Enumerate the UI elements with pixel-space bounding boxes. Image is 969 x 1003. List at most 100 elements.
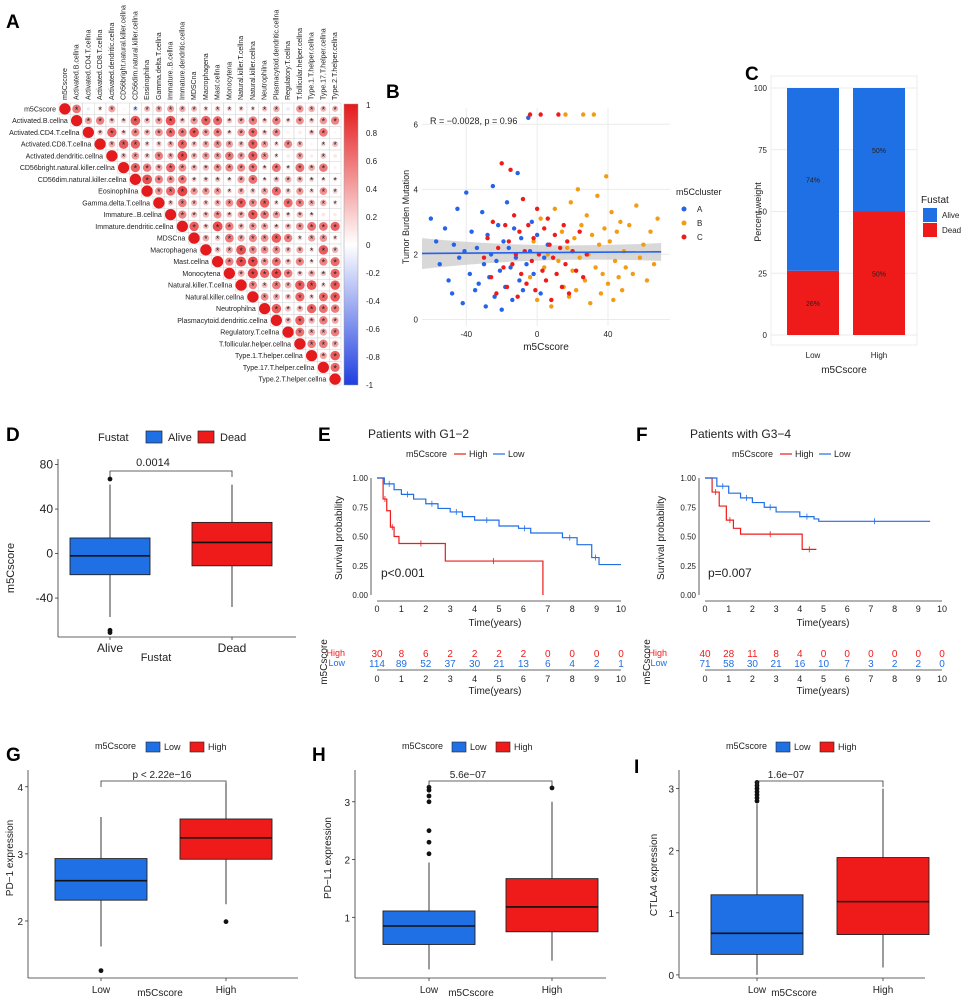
heatmap-circle [191, 176, 197, 183]
km-xtick: 8 [570, 604, 575, 614]
risk-xtick: 2 [423, 674, 428, 684]
heatmap-circle [284, 140, 293, 149]
heatmap-star: * [310, 316, 314, 326]
heatmap-circle [296, 270, 303, 277]
heatmap-star: * [204, 117, 208, 127]
scatter-point [501, 265, 506, 270]
d-xlabel: Fustat [141, 652, 172, 664]
g-legend-high-swatch [189, 741, 205, 753]
risk-xtick: 10 [616, 674, 626, 684]
heatmap-star: * [286, 199, 290, 209]
heatmap-star: * [228, 164, 232, 174]
heatmap-circle [189, 127, 199, 138]
scatter-point [627, 222, 632, 228]
scatter-point [472, 288, 478, 293]
h-legend-low-swatch [451, 741, 467, 753]
scatter-point [497, 268, 503, 273]
scatter-point [504, 200, 510, 205]
d-legend-alive: Alive [168, 432, 192, 444]
heatmap-circle [272, 128, 281, 137]
heatmap-circle [260, 245, 269, 254]
scatter-point [531, 235, 536, 241]
heatmap-star: * [322, 128, 326, 138]
heatmap-star: * [216, 175, 220, 185]
heatmap-circle [202, 223, 209, 230]
heatmap-star: * [286, 117, 290, 127]
risk-high-count: 0 [939, 649, 945, 660]
heatmap-star: * [333, 140, 337, 150]
heatmap-circle [247, 291, 259, 303]
e-title: Patients with G1−2 [368, 427, 469, 441]
heatmap-star: * [228, 246, 232, 256]
g-legend-title: m5Cscore [95, 741, 136, 751]
e-pvalue: p<0.001 [381, 566, 425, 580]
heatmap-star: * [263, 105, 267, 115]
scatter-point [644, 278, 650, 283]
heatmap-circle [284, 176, 292, 183]
color-legend-tick: -0.2 [366, 269, 380, 278]
risk-low-count: 71 [699, 659, 711, 670]
f-ylabel: Survival probability [656, 496, 667, 580]
heatmap-circle [237, 163, 246, 172]
heatmap-star: * [322, 140, 326, 150]
i-pvalue: 1.6e−07 [768, 770, 805, 781]
heatmap-circle [283, 269, 293, 278]
heatmap-circle [177, 139, 187, 149]
heatmap-circle [211, 255, 224, 268]
heatmap-circle [144, 153, 150, 159]
color-legend-tick: 0.4 [366, 185, 378, 194]
heatmap-circle [259, 268, 270, 279]
heatmap-circle [309, 294, 315, 300]
heatmap-circle [309, 154, 314, 158]
heatmap-star: * [275, 128, 279, 138]
heatmap-circle [203, 106, 209, 112]
bar-xtick: High [871, 351, 887, 360]
heatmap-circle [330, 327, 340, 337]
box-xtick: Alive [97, 641, 123, 655]
heatmap-star: * [275, 246, 279, 256]
km-ytick: 0.00 [352, 591, 368, 600]
box-xtick: Low [92, 985, 111, 996]
heatmap-circle [273, 141, 279, 147]
heatmap-star: * [322, 234, 326, 244]
box-ytick: 1 [668, 909, 674, 920]
heatmap-star: * [275, 199, 279, 209]
risk-high-count: 0 [594, 649, 600, 660]
heatmap-star: * [333, 258, 337, 268]
panel-letter-i: I [634, 757, 639, 778]
fustat-legend-alive-swatch [923, 208, 937, 222]
heatmap-star: * [333, 222, 337, 232]
heatmap-circle [272, 116, 281, 125]
box-ytick: 1 [344, 913, 350, 924]
scatter-point [619, 288, 625, 293]
fustat-legend-title: Fustat [921, 195, 949, 206]
f-xlabel: Time(years) [797, 618, 850, 629]
risk-xtick: 0 [374, 674, 379, 684]
km-xtick: 7 [545, 604, 550, 614]
f-risk-high-label: High [648, 648, 667, 658]
scatter-point [451, 242, 457, 247]
i-ylabel: CTLA4 expression [649, 834, 660, 916]
heatmap-star: * [251, 105, 255, 115]
box-ytick: 3 [17, 850, 23, 861]
heatmap-circle [225, 163, 234, 172]
heatmap-circle [305, 349, 318, 362]
heatmap-row-label: Macrophagena [150, 247, 197, 254]
scatter-point [549, 304, 554, 309]
color-legend-tick: 1 [366, 101, 371, 110]
heatmap-star: * [228, 175, 232, 185]
bar-ytick: 25 [758, 269, 767, 278]
heatmap-star: * [87, 117, 91, 127]
correlation-color-legend: 1 0.8 0.6 0.4 0.2 0 -0.2 -0.4 -0.6 -0.8 -1 [343, 101, 380, 390]
heatmap-circle [295, 257, 305, 266]
heatmap-star: * [322, 352, 326, 362]
heatmap-star: * [298, 281, 302, 291]
km-curve-high [705, 477, 817, 550]
heatmap-circle [332, 105, 339, 112]
scatter-point [457, 255, 462, 260]
panel-letter-f: F [636, 425, 648, 446]
heatmap-circle [248, 151, 258, 161]
heatmap-circle [308, 317, 315, 324]
heatmap-circle [273, 200, 279, 206]
